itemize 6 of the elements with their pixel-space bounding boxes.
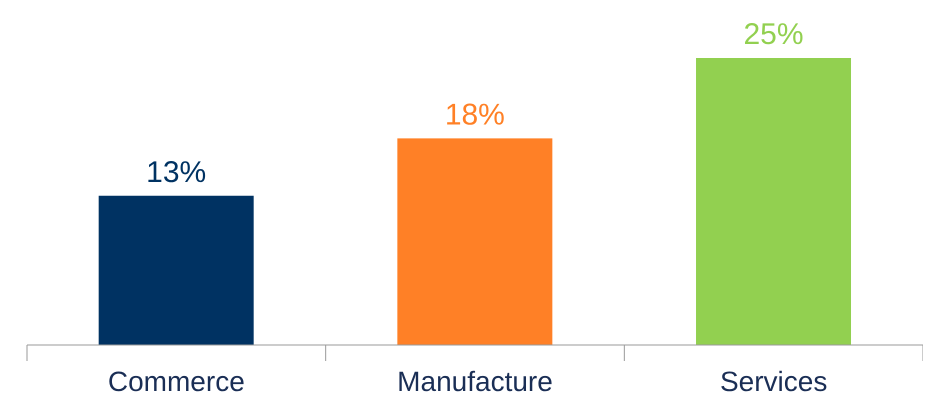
x-tick-label: Commerce xyxy=(108,366,245,397)
data-label: 25% xyxy=(743,18,804,51)
x-tick-label: Manufacture xyxy=(397,366,553,397)
data-label: 13% xyxy=(146,156,206,189)
x-tick-label: Services xyxy=(720,366,828,397)
data-label: 18% xyxy=(444,98,505,132)
